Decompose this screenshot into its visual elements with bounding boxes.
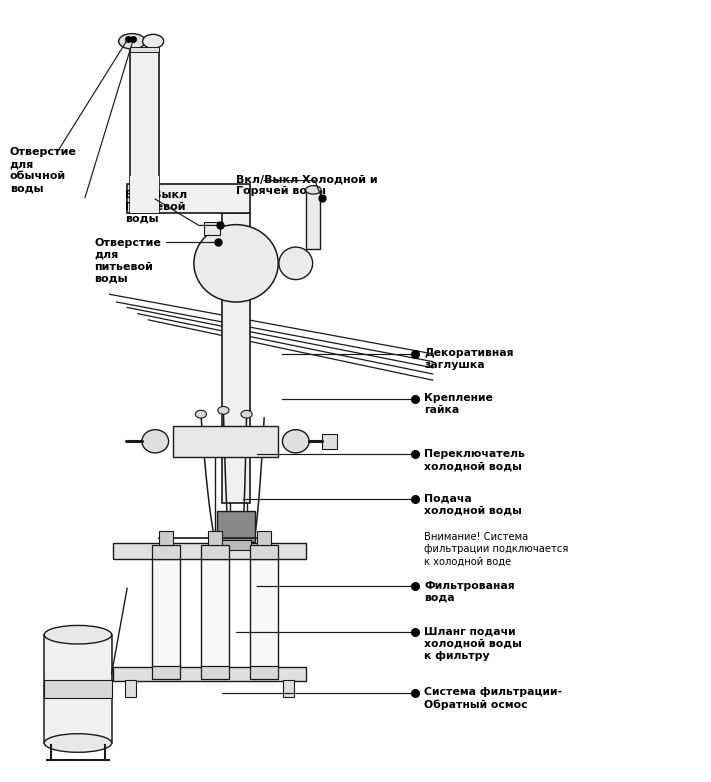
Text: Внимание! Система
фильтрации подключается
к холодной воде: Внимание! Система фильтрации подключаетс…	[424, 532, 569, 567]
Bar	[250, 559, 278, 667]
Bar	[222, 213, 250, 503]
Text: Фильтрованая
вода: Фильтрованая вода	[424, 580, 515, 603]
Bar	[130, 48, 159, 52]
Ellipse shape	[306, 185, 321, 194]
Bar	[208, 531, 222, 545]
Ellipse shape	[119, 34, 146, 49]
Bar	[130, 51, 159, 213]
Bar	[130, 176, 159, 213]
Bar	[151, 545, 180, 559]
Bar	[201, 665, 229, 679]
Bar	[127, 184, 250, 213]
Bar	[216, 254, 223, 273]
Bar	[250, 256, 256, 271]
Text: Отверстие
для
питьевой
воды: Отверстие для питьевой воды	[94, 238, 161, 284]
Bar	[257, 531, 271, 545]
Ellipse shape	[241, 411, 252, 418]
Text: Подача
холодной воды: Подача холодной воды	[424, 494, 523, 516]
Bar	[159, 531, 173, 545]
Bar	[113, 667, 306, 681]
Ellipse shape	[142, 429, 169, 453]
Ellipse shape	[44, 734, 112, 752]
Bar	[173, 426, 278, 457]
Bar	[306, 190, 321, 249]
Bar	[221, 540, 251, 550]
Text: Крепление
гайка: Крепление гайка	[424, 393, 493, 415]
Bar	[201, 545, 229, 559]
Bar	[44, 635, 112, 743]
Bar	[113, 543, 306, 559]
Ellipse shape	[196, 411, 206, 418]
Bar	[250, 665, 278, 679]
Bar	[250, 545, 278, 559]
Text: Шланг подачи
холодной воды
к фильтру: Шланг подачи холодной воды к фильтру	[424, 627, 523, 661]
Ellipse shape	[194, 224, 278, 302]
Text: Вкл/Выкл
Питьевой
воды: Вкл/Выкл Питьевой воды	[125, 190, 187, 224]
Text: Декоративная
заглушка: Декоративная заглушка	[424, 349, 514, 371]
Ellipse shape	[279, 247, 313, 280]
Ellipse shape	[218, 407, 229, 414]
Bar	[283, 680, 294, 697]
Bar	[44, 680, 112, 698]
Bar	[205, 222, 220, 235]
Ellipse shape	[143, 34, 164, 48]
Ellipse shape	[282, 429, 309, 453]
Ellipse shape	[44, 626, 112, 644]
Text: Переключатель
холодной воды: Переключатель холодной воды	[424, 449, 525, 471]
Text: Отверстие
для
обычной
воды: Отверстие для обычной воды	[10, 147, 77, 193]
Bar	[201, 559, 229, 667]
Text: Система фильтрации-
Обратный осмос: Система фильтрации- Обратный осмос	[424, 687, 562, 710]
Bar	[125, 680, 137, 697]
Bar	[151, 665, 180, 679]
Bar	[323, 433, 336, 449]
Text: Вкл/Выкл Холодной и
Горячей воды: Вкл/Выкл Холодной и Горячей воды	[236, 174, 378, 196]
Bar	[151, 559, 180, 667]
Bar	[217, 511, 255, 542]
